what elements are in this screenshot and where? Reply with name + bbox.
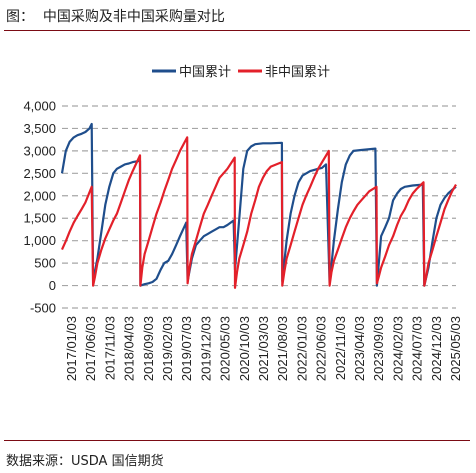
chart-legend: 中国累计 非中国累计 xyxy=(152,65,330,80)
x-axis: 2017/01/03 2017/06/03 2017/11/03 2018/04/03… xyxy=(64,316,463,381)
legend-label-china: 中国累计 xyxy=(179,65,231,80)
x-tick-label: 2019/02/03 xyxy=(160,316,175,381)
title-divider xyxy=(4,30,470,31)
x-tick-label: 2024/12/03 xyxy=(429,316,444,381)
data-source-note: 数据来源：USDA 国信期货 xyxy=(6,454,164,469)
x-tick-label: 2021/08/03 xyxy=(275,316,290,381)
series-line-china xyxy=(60,122,457,287)
x-tick-label: 2020/10/03 xyxy=(237,316,252,381)
line-chart: 中国累计 非中国累计 -500 0 500 1,000 1,500 2,000 2,500 3,… xyxy=(23,65,463,381)
chart-series xyxy=(60,122,457,289)
y-tick-label: 1,500 xyxy=(23,211,56,226)
y-tick-label: 2,000 xyxy=(23,188,56,203)
x-tick-label: 2025/05/03 xyxy=(448,316,463,381)
x-tick-label: 2022/06/03 xyxy=(314,316,329,381)
x-tick-label: 2022/11/03 xyxy=(333,316,348,380)
x-tick-label: 2020/05/03 xyxy=(218,316,233,381)
chart-grid xyxy=(62,105,456,309)
x-tick-label: 2023/09/03 xyxy=(371,316,386,381)
x-tick-label: 2018/04/03 xyxy=(122,316,137,381)
x-tick-label: 2017/11/03 xyxy=(102,316,117,380)
y-tick-label: 2,500 xyxy=(23,166,56,181)
y-tick-label: 3,500 xyxy=(23,121,56,136)
x-tick-label: 2024/07/03 xyxy=(410,316,425,381)
y-tick-label: -500 xyxy=(30,301,56,316)
x-tick-label: 2019/12/03 xyxy=(198,316,213,381)
x-tick-label: 2017/01/03 xyxy=(64,316,79,381)
x-tick-label: 2024/02/03 xyxy=(390,316,405,381)
y-tick-label: 4,000 xyxy=(23,99,56,114)
x-tick-label: 2017/06/03 xyxy=(83,316,98,381)
series-line-non-china xyxy=(60,136,457,289)
y-tick-label: 1,000 xyxy=(23,233,56,248)
source-divider xyxy=(4,440,470,441)
y-tick-label: 3,000 xyxy=(23,143,56,158)
y-tick-label: 500 xyxy=(34,256,56,271)
y-axis: -500 0 500 1,000 1,500 2,000 2,500 3,000 3,500 4,… xyxy=(23,99,56,316)
y-tick-label: 0 xyxy=(49,278,56,293)
x-tick-label: 2021/03/03 xyxy=(256,316,271,381)
x-tick-label: 2018/09/03 xyxy=(141,316,156,381)
x-tick-label: 2022/01/03 xyxy=(294,316,309,381)
figure-title: 图： 中国采购及非中国采购量对比 xyxy=(6,9,225,25)
x-tick-label: 2023/04/03 xyxy=(352,316,367,381)
x-tick-label: 2019/07/03 xyxy=(179,316,194,381)
legend-label-non-china: 非中国累计 xyxy=(265,65,330,80)
